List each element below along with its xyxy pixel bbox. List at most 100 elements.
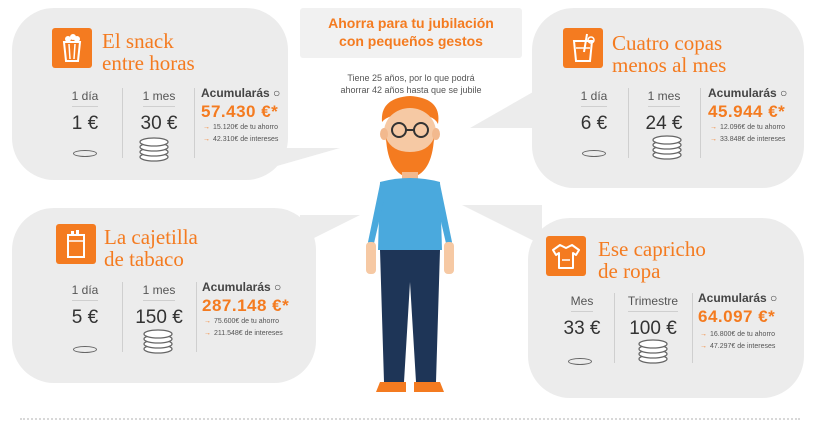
arrow-icon: → (700, 343, 707, 350)
copas-col-day: 1 día 6 € (565, 87, 623, 135)
snack-month-value: 30 € (140, 113, 178, 134)
copas-month-value: 24 € (645, 113, 683, 134)
arrow-icon: → (203, 124, 210, 131)
tabaco-month-value: 150 € (135, 307, 183, 328)
copas-acc-value: 45.944 €* (708, 102, 786, 121)
single-coin-icon (568, 358, 592, 365)
copas-col-month: 1 mes 24 € (634, 87, 694, 135)
title-line-2: con pequeños gestos (339, 33, 483, 49)
snack-col-day: 1 día 1 € (55, 87, 115, 135)
snack-note-savings-text: 15.120€ de tu ahorro (213, 124, 278, 131)
ropa-note-interest-text: 47.297€ de intereses (710, 343, 776, 350)
single-coin-icon (582, 150, 606, 157)
ropa-title-line-1: Ese capricho (598, 237, 706, 261)
ropa-title: Ese capricho de ropa (598, 238, 706, 282)
divider (692, 293, 693, 363)
tabaco-col-day: 1 día 5 € (55, 281, 115, 329)
bubble-tail-copas (470, 88, 540, 128)
tabaco-acc-value: 287.148 €* (202, 296, 290, 315)
snack-day-label: 1 día (71, 89, 99, 107)
ropa-title-line-2: de ropa (598, 259, 661, 283)
copas-note-interest: → 33.848€ de intereses (710, 136, 785, 143)
snack-note-savings: → 15.120€ de tu ahorro (203, 124, 278, 131)
tabaco-title-line-2: de tabaco (104, 247, 184, 271)
drink-icon (563, 28, 603, 68)
cigarette-pack-icon (56, 224, 96, 264)
arrow-icon: → (700, 331, 707, 338)
ropa-note-interest: → 47.297€ de intereses (700, 343, 775, 350)
money-bag-icon: ○ (780, 86, 788, 100)
copas-acc-label-text: Acumularás (708, 86, 777, 100)
divider (194, 88, 195, 158)
ropa-month-label: Mes (570, 294, 594, 312)
tabaco-day-label: 1 día (71, 283, 99, 301)
money-bag-icon: ○ (770, 291, 778, 305)
tabaco-title-line-1: La cajetilla (104, 225, 198, 249)
snack-title-line-1: El snack (102, 29, 174, 53)
ropa-quarter-label: Trimestre (627, 294, 679, 312)
tabaco-note-interest-text: 211.548€ de intereses (214, 330, 283, 337)
money-bag-icon: ○ (274, 280, 282, 294)
divider (614, 293, 615, 363)
arrow-icon: → (710, 124, 717, 131)
snack-acc-label-text: Acumularás (201, 86, 270, 100)
copas-month-label: 1 mes (647, 89, 681, 107)
copas-title: Cuatro copas menos al mes (612, 32, 726, 76)
tabaco-note-interest: → 211.548€ de intereses (204, 330, 283, 337)
divider (196, 282, 197, 352)
snack-month-label: 1 mes (142, 89, 176, 107)
arrow-icon: → (204, 330, 211, 337)
ropa-col-month: Mes 33 € (554, 292, 610, 340)
coin-stack-icon (652, 135, 682, 160)
snack-note-interest-text: 42.310€ de intereses (213, 136, 279, 143)
snack-col-month: 1 mes 30 € (128, 87, 190, 135)
copas-note-savings: → 12.096€ de tu ahorro (710, 124, 785, 131)
copas-note-savings-text: 12.096€ de tu ahorro (720, 124, 785, 131)
snack-title-line-2: entre horas (102, 51, 195, 75)
snack-acc-value: 57.430 €* (201, 102, 279, 121)
ropa-quarter-value: 100 € (629, 318, 677, 339)
man-illustration (366, 96, 454, 392)
ropa-acc-value: 64.097 €* (698, 307, 776, 326)
single-coin-icon (73, 346, 97, 353)
title-line-1: Ahorra para tu jubilación (328, 15, 494, 31)
coin-stack-icon (143, 329, 173, 354)
arrow-icon: → (204, 318, 211, 325)
snack-acc-label: Acumularás ○ (201, 86, 280, 100)
copas-title-line-2: menos al mes (612, 53, 727, 77)
tabaco-day-value: 5 € (71, 307, 99, 328)
divider (122, 282, 123, 352)
tabaco-note-savings: → 75.600€ de tu ahorro (204, 318, 279, 325)
bubble-tail-snack (270, 148, 340, 168)
shirt-icon (546, 236, 586, 276)
single-coin-icon (73, 150, 97, 157)
ropa-acc-label: Acumularás ○ (698, 291, 777, 305)
subtitle-line-1: Tiene 25 años, por lo que podrá (347, 73, 475, 83)
snack-note-interest: → 42.310€ de intereses (203, 136, 278, 143)
tabaco-note-savings-text: 75.600€ de tu ahorro (214, 318, 279, 325)
coin-stack-icon (139, 137, 169, 162)
divider (700, 88, 701, 158)
tabaco-title: La cajetilla de tabaco (104, 226, 198, 270)
tabaco-acc-label: Acumularás ○ (202, 280, 281, 294)
copas-day-value: 6 € (580, 113, 608, 134)
snack-day-value: 1 € (71, 113, 99, 134)
page-title: Ahorra para tu jubilación con pequeños g… (300, 8, 522, 58)
subtitle-line-2: ahorrar 42 años hasta que se jubile (340, 85, 482, 95)
ropa-acc-label-text: Acumularás (698, 291, 767, 305)
bubble-tail-ropa (462, 205, 542, 245)
bubble-tail-tabaco (300, 215, 360, 245)
arrow-icon: → (203, 136, 210, 143)
copas-title-line-1: Cuatro copas (612, 31, 723, 55)
tabaco-month-label: 1 mes (142, 283, 176, 301)
snack-title: El snack entre horas (102, 30, 195, 74)
ropa-note-savings: → 16.800€ de tu ahorro (700, 331, 775, 338)
copas-note-interest-text: 33.848€ de intereses (720, 136, 786, 143)
snack-icon (52, 28, 92, 68)
page-subtitle: Tiene 25 años, por lo que podrá ahorrar … (300, 72, 522, 96)
tabaco-col-month: 1 mes 150 € (126, 281, 192, 329)
divider (628, 88, 629, 158)
coin-stack-icon (638, 339, 668, 364)
divider (122, 88, 123, 158)
copas-day-label: 1 día (580, 89, 608, 107)
